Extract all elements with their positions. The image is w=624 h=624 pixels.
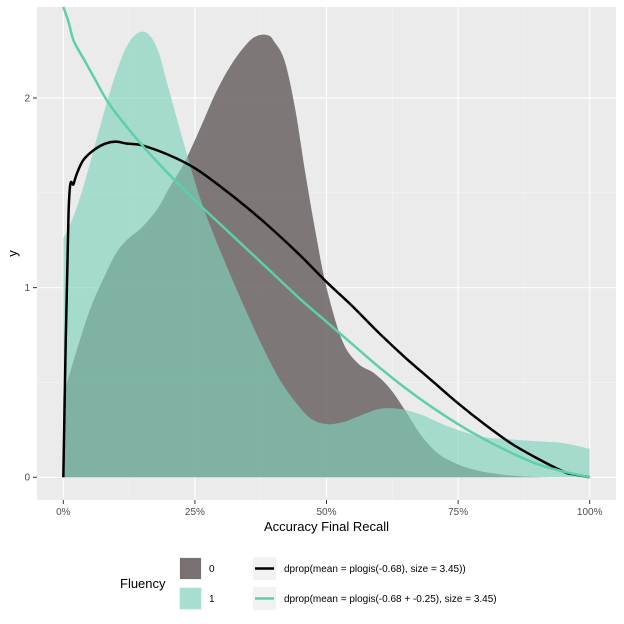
line-dprop-fluency xyxy=(62,6,590,479)
y-tick-label: 2 xyxy=(24,94,30,105)
x-axis-title: Accuracy Final Recall xyxy=(264,519,389,534)
y-tick-label: 0 xyxy=(24,473,30,484)
density-area-fluency-1 xyxy=(63,31,590,478)
fill-legend: 01 xyxy=(179,557,215,610)
y-axis: 0 1 2 xyxy=(24,94,37,484)
line-dprop-base xyxy=(62,140,590,479)
y-tick-label: 1 xyxy=(24,283,30,294)
legend: Fluency 01 dprop(mean = plogis(-0.68), s… xyxy=(120,557,497,610)
line-legend-label: dprop(mean = plogis(-0.68), size = 3.45)… xyxy=(284,564,466,575)
fill-legend-label: 0 xyxy=(209,564,215,575)
x-tick-label: 0% xyxy=(56,507,71,518)
y-axis-title: y xyxy=(5,250,20,257)
x-tick-label: 100% xyxy=(577,507,603,518)
x-tick-label: 75% xyxy=(448,507,468,518)
x-tick-label: 25% xyxy=(185,507,205,518)
fill-legend-label: 1 xyxy=(209,594,215,605)
line-legend: dprop(mean = plogis(-0.68), size = 3.45)… xyxy=(253,557,497,610)
x-tick-label: 50% xyxy=(316,507,336,518)
density-areas xyxy=(63,31,590,478)
fill-legend-swatch-0 xyxy=(180,558,201,579)
density-lines xyxy=(62,6,590,479)
fill-legend-swatch-1 xyxy=(180,588,201,609)
legend-title: Fluency xyxy=(120,576,166,591)
x-axis: 0% 25% 50% 75% 100% xyxy=(56,500,603,518)
line-legend-label: dprop(mean = plogis(-0.68 + -0.25), size… xyxy=(284,594,497,605)
